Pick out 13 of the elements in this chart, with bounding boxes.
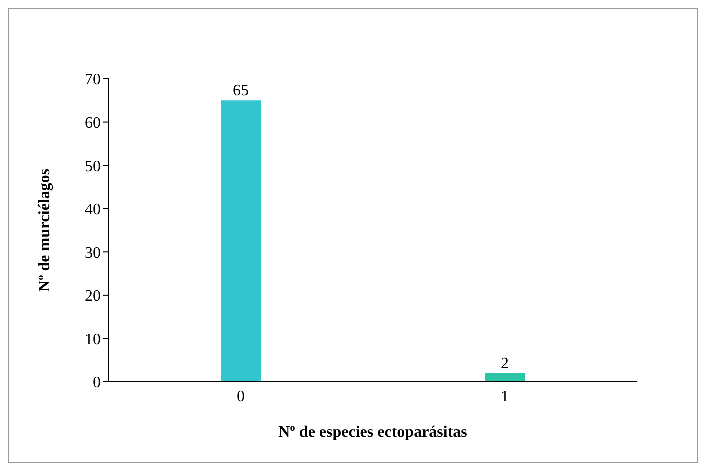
y-tick-label: 70 [85, 72, 101, 89]
y-tick-label: 20 [85, 288, 101, 306]
y-tick-label: 10 [85, 331, 101, 348]
y-tick-label: 50 [85, 158, 101, 176]
x-axis-title: Nº de especies ectoparásitas [278, 424, 468, 441]
data-label: 65 [233, 82, 249, 100]
y-tick-label: 60 [85, 114, 101, 132]
y-tick-label: 0 [93, 374, 101, 392]
y-axis-title: Nº de murciélagos [36, 168, 54, 292]
x-tick-label: 1 [501, 388, 509, 406]
y-tick-label: 30 [85, 244, 101, 262]
data-label: 2 [501, 355, 509, 372]
y-tick-label: 40 [85, 202, 101, 219]
